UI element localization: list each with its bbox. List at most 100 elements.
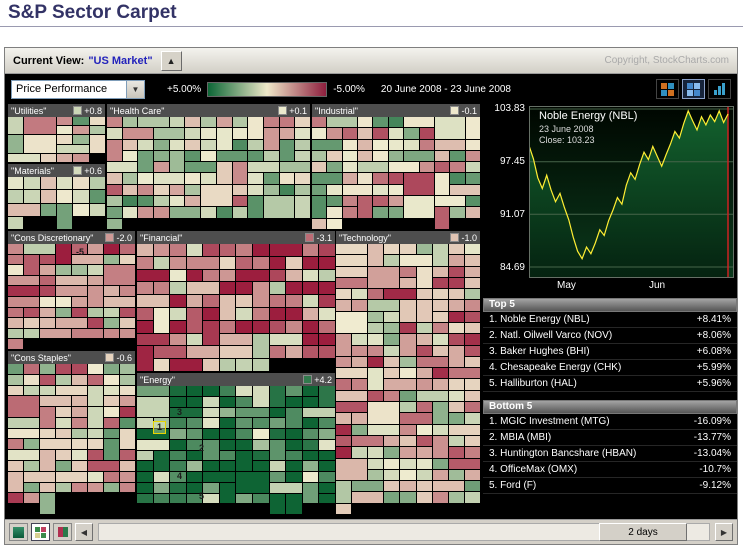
carpet-cell[interactable] xyxy=(120,364,135,374)
carpet-cell[interactable] xyxy=(400,447,416,458)
carpet-cell[interactable] xyxy=(448,413,464,424)
carpet-cell[interactable] xyxy=(373,128,388,139)
carpet-cell[interactable] xyxy=(170,320,186,333)
carpet-cell[interactable] xyxy=(236,418,253,428)
carpet-cell[interactable] xyxy=(107,117,122,128)
carpet-cell[interactable] xyxy=(89,203,105,216)
carpet-cell[interactable] xyxy=(72,364,87,374)
carpet-cell[interactable] xyxy=(302,482,319,504)
carpet-cell[interactable] xyxy=(400,390,416,402)
carpet-cell[interactable] xyxy=(253,418,269,428)
carpet-cell[interactable] xyxy=(319,439,335,450)
carpet-cell[interactable] xyxy=(203,429,219,439)
carpet-cell[interactable] xyxy=(319,256,335,269)
carpet-cell[interactable] xyxy=(384,435,400,447)
carpet-cell[interactable] xyxy=(253,450,269,461)
carpet-cell[interactable] xyxy=(185,162,216,173)
carpet-cell[interactable] xyxy=(186,439,203,450)
carpet-cell[interactable] xyxy=(203,472,236,482)
carpet-cell[interactable] xyxy=(464,481,480,492)
carpet-cell[interactable] xyxy=(373,150,388,162)
carpet-cell[interactable] xyxy=(286,472,302,482)
carpet-cell[interactable] xyxy=(336,413,352,424)
carpet-cell[interactable] xyxy=(253,359,269,371)
carpet-cell[interactable] xyxy=(137,269,170,282)
carpet-cell[interactable] xyxy=(203,493,219,504)
carpet-cell[interactable] xyxy=(384,334,400,345)
carpet-cell[interactable] xyxy=(319,346,335,359)
carpet-cell[interactable] xyxy=(286,295,302,307)
carpet-cell[interactable] xyxy=(336,402,368,413)
carpet-cell[interactable] xyxy=(263,173,279,184)
carpet-cell[interactable] xyxy=(253,244,269,256)
carpet-cell[interactable] xyxy=(269,439,286,461)
carpet-cell[interactable] xyxy=(450,162,465,173)
carpet-cell[interactable] xyxy=(342,139,358,150)
carpet-cell[interactable] xyxy=(153,472,170,482)
carpet-cell[interactable] xyxy=(185,150,201,162)
carpet-cell[interactable] xyxy=(450,184,480,196)
carpet-cell[interactable] xyxy=(352,356,368,368)
carpet-cell[interactable] xyxy=(286,450,302,461)
carpet-cell[interactable] xyxy=(154,139,169,150)
carpet-cell[interactable] xyxy=(8,254,23,265)
carpet-cell[interactable] xyxy=(312,128,327,139)
carpet-cell[interactable] xyxy=(248,162,279,173)
carpet-cell[interactable] xyxy=(40,296,55,307)
carpet-cell[interactable] xyxy=(388,117,404,128)
carpet-cell[interactable] xyxy=(419,162,434,173)
carpet-cell[interactable] xyxy=(432,424,448,435)
carpet-cell[interactable] xyxy=(236,407,269,418)
carpet-cell[interactable] xyxy=(434,139,465,150)
carpet-cell[interactable] xyxy=(448,300,464,311)
carpet-cell[interactable] xyxy=(302,269,319,282)
carpet-cell[interactable] xyxy=(219,418,236,428)
carpet-cell[interactable] xyxy=(400,368,416,379)
carpet-cell[interactable] xyxy=(434,196,465,207)
carpet-cell[interactable] xyxy=(448,322,464,334)
carpet-cell[interactable] xyxy=(107,139,122,162)
carpet-cell[interactable] xyxy=(373,184,388,196)
carpet-cell[interactable] xyxy=(201,128,216,139)
carpet-cell[interactable] xyxy=(400,334,416,356)
carpet-cell[interactable] xyxy=(373,207,388,218)
carpet-cell[interactable] xyxy=(448,390,464,402)
carpet-cell[interactable] xyxy=(170,482,186,493)
carpet-cell[interactable] xyxy=(219,450,236,461)
carpet-cell[interactable] xyxy=(8,471,23,493)
carpet-cell[interactable] xyxy=(358,128,373,139)
carpet-cell[interactable] xyxy=(122,128,154,139)
carpet-cell[interactable] xyxy=(464,322,480,334)
top5-row[interactable]: 1. Noble Energy (NBL) +8.41% xyxy=(483,312,737,328)
carpet-cell[interactable] xyxy=(384,469,400,481)
carpet-cell[interactable] xyxy=(154,173,185,184)
carpet-cell[interactable] xyxy=(104,374,119,385)
carpet-cell[interactable] xyxy=(201,150,216,162)
top5-row[interactable]: 5. Halliburton (HAL) +5.96% xyxy=(483,376,737,392)
carpet-cell[interactable] xyxy=(56,318,87,328)
carpet-cell[interactable] xyxy=(169,150,185,173)
carpet-cell[interactable] xyxy=(368,368,384,390)
carpet-cell[interactable] xyxy=(416,244,432,255)
carpet-cell[interactable] xyxy=(465,162,480,173)
sector-block-cons-staples[interactable]: "Cons Staples" -0.6 xyxy=(8,351,135,514)
carpet-cell[interactable] xyxy=(185,117,201,128)
carpet-cell[interactable] xyxy=(88,374,103,385)
carpet-cell[interactable] xyxy=(203,244,219,256)
carpet-cell[interactable] xyxy=(137,396,170,418)
carpet-cell[interactable] xyxy=(88,307,103,318)
carpet-cell[interactable] xyxy=(56,126,73,135)
carpet-cell[interactable] xyxy=(219,346,253,359)
carpet-cell[interactable] xyxy=(40,374,55,385)
carpet-cell[interactable] xyxy=(170,439,186,450)
carpet-cell[interactable] xyxy=(400,424,416,435)
carpet-cell[interactable] xyxy=(232,139,248,150)
carpet-cell[interactable] xyxy=(120,307,135,318)
carpet-cell[interactable] xyxy=(388,162,419,173)
carpet-cell[interactable] xyxy=(388,150,404,162)
carpet-cell[interactable] xyxy=(236,256,253,269)
carpet-cell[interactable] xyxy=(286,429,302,439)
carpet-cell[interactable] xyxy=(89,117,105,126)
carpet-cell[interactable] xyxy=(40,318,55,328)
carpet-cell[interactable] xyxy=(432,311,448,322)
